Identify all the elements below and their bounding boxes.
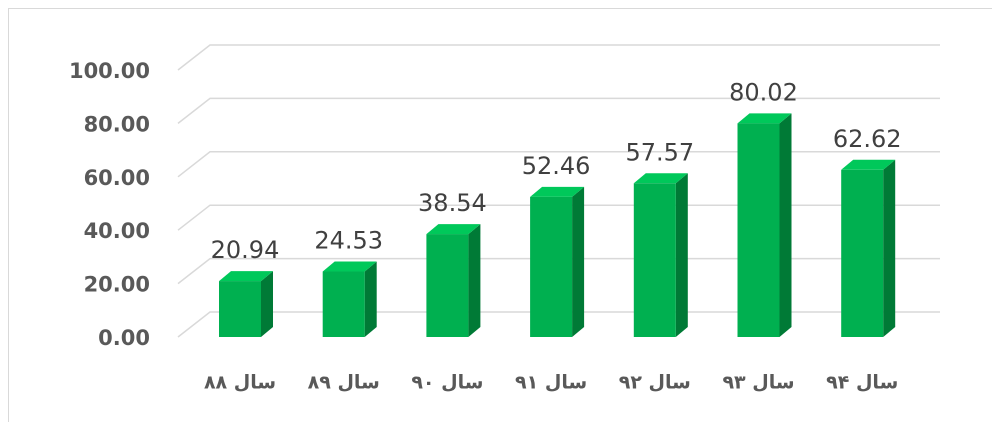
- grid-line: [177, 257, 940, 285]
- grid-line: [177, 151, 940, 178]
- value-label: 38.54: [418, 189, 487, 217]
- value-label: 52.46: [522, 152, 591, 180]
- bar-top: [322, 261, 377, 272]
- value-label: 24.53: [314, 227, 383, 255]
- y-tick-label: 80.00: [84, 112, 150, 136]
- bar-top: [426, 224, 481, 235]
- x-tick-label: سال ۸۸: [204, 372, 276, 394]
- bar: [841, 169, 884, 337]
- value-label: 62.62: [833, 125, 902, 153]
- y-tick-label: 40.00: [84, 219, 150, 243]
- grid-line: [177, 204, 940, 231]
- y-tick-label: 100.00: [69, 59, 150, 83]
- bar-side: [468, 224, 481, 337]
- value-label: 57.57: [625, 138, 694, 166]
- bar: [633, 183, 676, 337]
- bar-top: [737, 113, 792, 124]
- bar: [322, 271, 365, 337]
- value-label: 80.02: [729, 78, 798, 106]
- x-tick-label: سال ۹۰: [411, 372, 483, 394]
- bar: [219, 281, 261, 337]
- bar: [737, 123, 780, 337]
- x-tick-label: سال ۹۲: [619, 372, 691, 394]
- x-tick-label: سال ۹۳: [722, 372, 794, 394]
- bar-top: [219, 271, 273, 282]
- bar-side: [883, 159, 896, 337]
- bar-top: [633, 173, 688, 184]
- bar-side: [261, 271, 273, 337]
- grid-line: [177, 311, 940, 338]
- chart-border: [8, 8, 992, 422]
- x-tick-label: سال ۹۱: [515, 372, 587, 394]
- bar-top: [841, 159, 896, 170]
- value-label: 20.94: [211, 236, 280, 264]
- x-tick-label: سال ۸۹: [308, 372, 380, 394]
- y-tick-label: 0.00: [98, 326, 150, 350]
- bar-side: [675, 173, 688, 337]
- x-tick-label: سال ۹۴: [826, 372, 898, 394]
- bar-side: [364, 261, 377, 337]
- grid-line: [177, 97, 940, 124]
- bar-top: [530, 186, 585, 197]
- grid-line: [177, 44, 940, 71]
- bar: [426, 234, 469, 337]
- y-tick-label: 20.00: [84, 273, 150, 297]
- bar-side: [572, 186, 585, 337]
- bar: [530, 196, 573, 337]
- bar-side: [779, 113, 792, 337]
- y-tick-label: 60.00: [84, 166, 150, 190]
